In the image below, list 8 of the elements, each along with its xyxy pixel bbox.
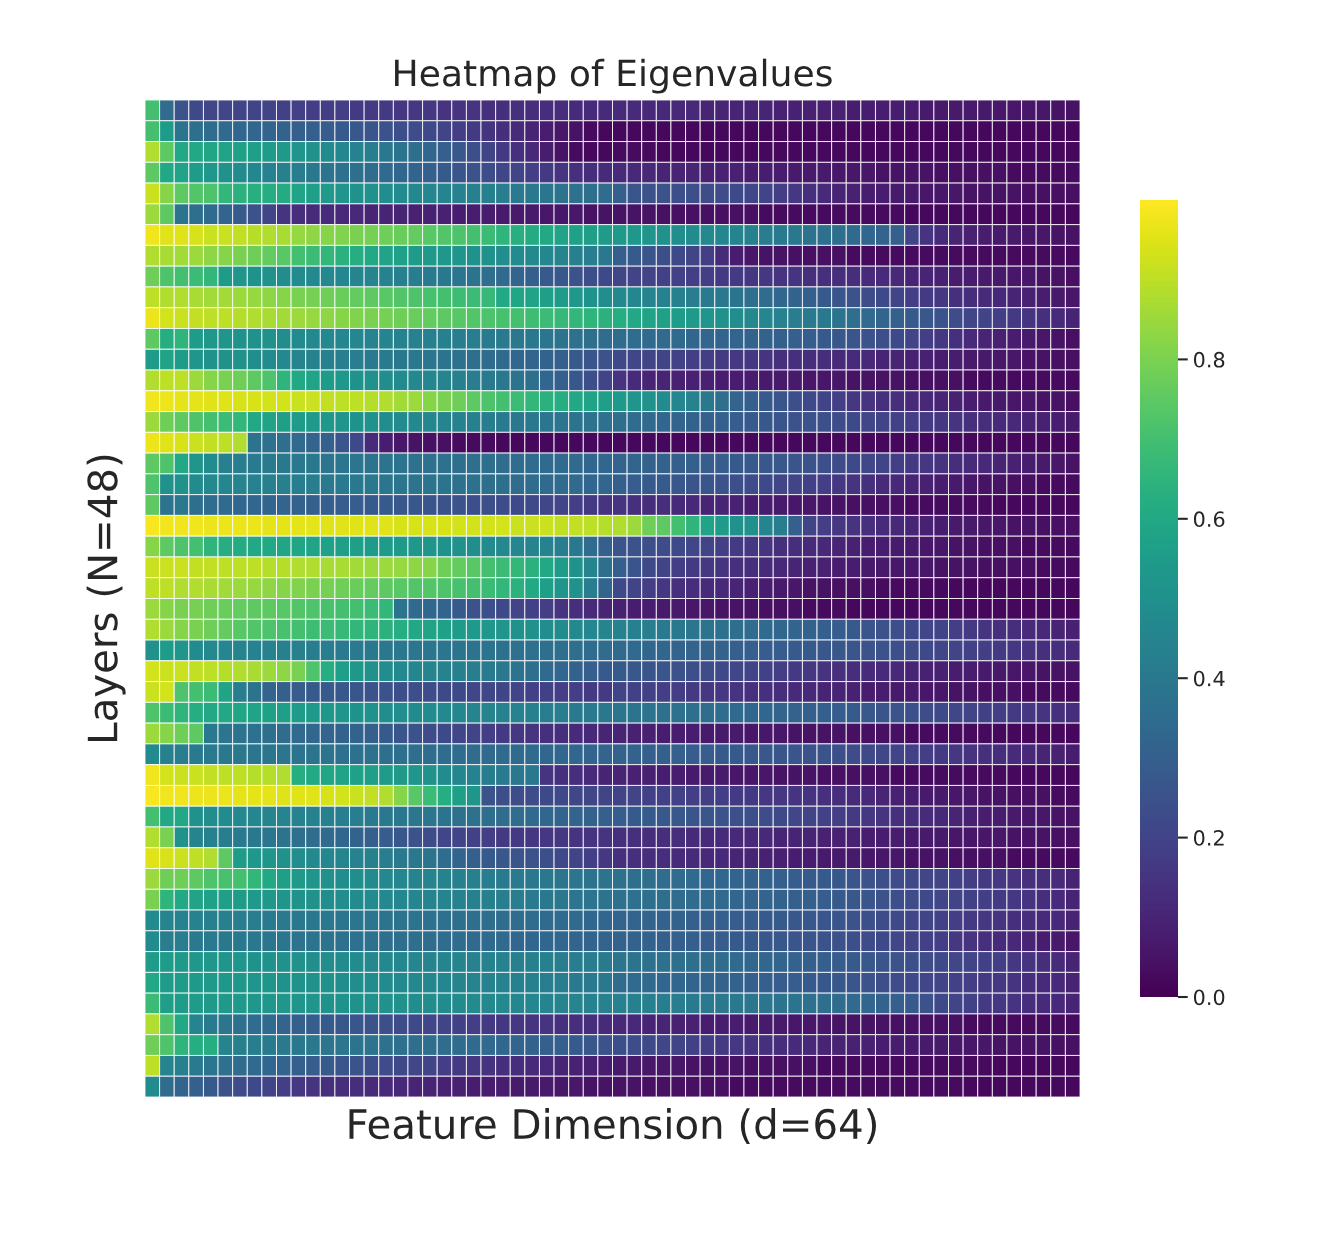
- color-bar-label: 0.4: [1193, 670, 1225, 687]
- color-bar-label: 0.8: [1193, 351, 1225, 368]
- color-bar-label: 0.6: [1193, 511, 1225, 528]
- chart-title: Heatmap of Eigenvalues: [395, 58, 832, 94]
- x-axis-title: Feature Dimension (d=64): [349, 1108, 876, 1145]
- y-axis-title: Layers (N=48): [86, 455, 126, 741]
- color-bar-label: 0.2: [1193, 830, 1224, 846]
- color-bar-label: 0.0: [1193, 989, 1225, 1006]
